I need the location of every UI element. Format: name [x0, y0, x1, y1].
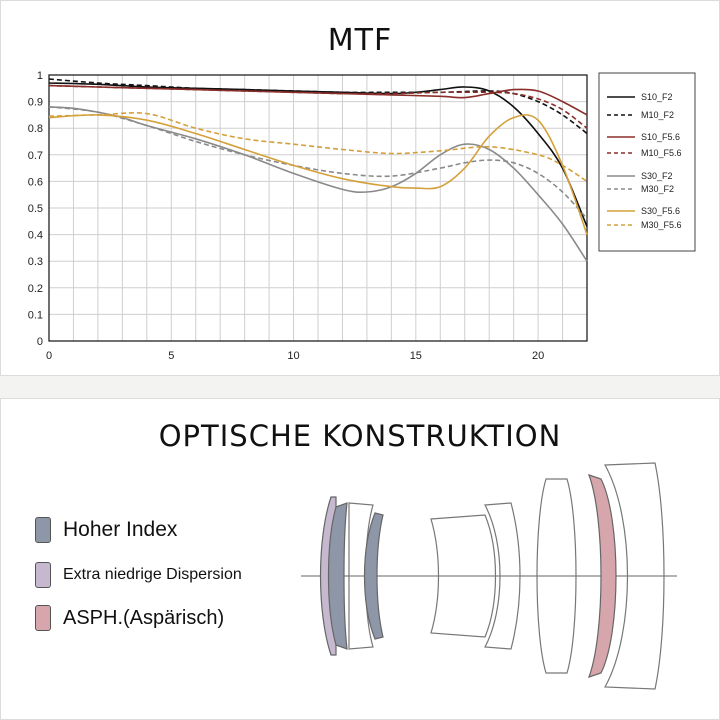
y-tick-label: 0.3: [28, 256, 43, 268]
lens-element-9: [604, 462, 665, 690]
y-tick-label: 0.6: [28, 176, 43, 188]
series-line-m30-f5-6: [48, 112, 588, 183]
x-tick-label: 0: [46, 350, 52, 362]
high-index-label: Hoher Index: [63, 518, 178, 541]
lens-diagram: [301, 462, 677, 690]
y-tick-label: 0.8: [28, 123, 43, 135]
series-line-s30-f5-6: [48, 114, 588, 235]
y-tick-label: 0.9: [28, 97, 43, 109]
legend-label: S10_F2: [641, 92, 673, 102]
x-tick-label: 10: [287, 350, 299, 362]
legend-label: M30_F2: [641, 184, 674, 194]
plot-frame: [48, 74, 588, 342]
lens-element-7: [536, 478, 577, 674]
lens-element-2: [327, 502, 348, 650]
legend-label: M10_F5.6: [641, 148, 682, 158]
high-index-swatch: [35, 517, 51, 543]
y-tick-label: 0.4: [28, 230, 43, 242]
ed-label: Extra niedrige Dispersion: [63, 566, 242, 583]
mtf-panel: MTF 0 0.1 0.2 0.3 0.4 0.5 0.6 0.7 0.8 0.9 1 0 5 10 15 2…: [0, 0, 720, 376]
mtf-title: MTF: [327, 23, 393, 58]
legend-box: [598, 72, 696, 252]
y-tick-label: 1: [37, 70, 43, 82]
x-tick-label: 5: [168, 350, 174, 362]
y-tick-label: 0.1: [28, 309, 43, 321]
legend-label: S30_F2: [641, 171, 673, 181]
y-tick-label: 0.5: [28, 203, 43, 215]
lens-element-5: [430, 514, 497, 638]
y-tick-label: 0.7: [28, 150, 43, 162]
x-tick-label: 15: [410, 350, 422, 362]
lens-element-8: [588, 474, 617, 678]
legend-label: S30_F5.6: [641, 206, 680, 216]
y-tick-label: 0: [37, 336, 43, 348]
optics-title: OPTISCHE KONSTRUKTION: [158, 419, 562, 453]
series-line-m10-f2: [48, 78, 588, 135]
legend-asph: ASPH.(Aspärisch): [35, 605, 224, 631]
legend-label: M10_F2: [641, 110, 674, 120]
x-tick-label: 20: [532, 350, 544, 362]
legend-ed: Extra niedrige Dispersion: [35, 562, 242, 588]
ed-swatch: [35, 562, 51, 588]
mtf-chart: 00.10.20.30.40.50.60.70.80.910 5 10 15 20S10…: [28, 70, 696, 362]
legend-label: S10_F5.6: [641, 132, 680, 142]
legend-label: M30_F5.6: [641, 220, 682, 230]
series-line-m30-f2: [48, 106, 588, 220]
optics-panel: OPTISCHE KONSTRUKTION Hoher Index Extra …: [0, 398, 720, 720]
legend-high-index: Hoher Index: [35, 517, 177, 543]
lens-element-6: [484, 502, 521, 650]
lens-element-4: [363, 512, 384, 640]
y-tick-label: 0.2: [28, 283, 43, 295]
asph-label: ASPH.(Aspärisch): [63, 606, 225, 629]
asph-swatch: [35, 605, 51, 631]
